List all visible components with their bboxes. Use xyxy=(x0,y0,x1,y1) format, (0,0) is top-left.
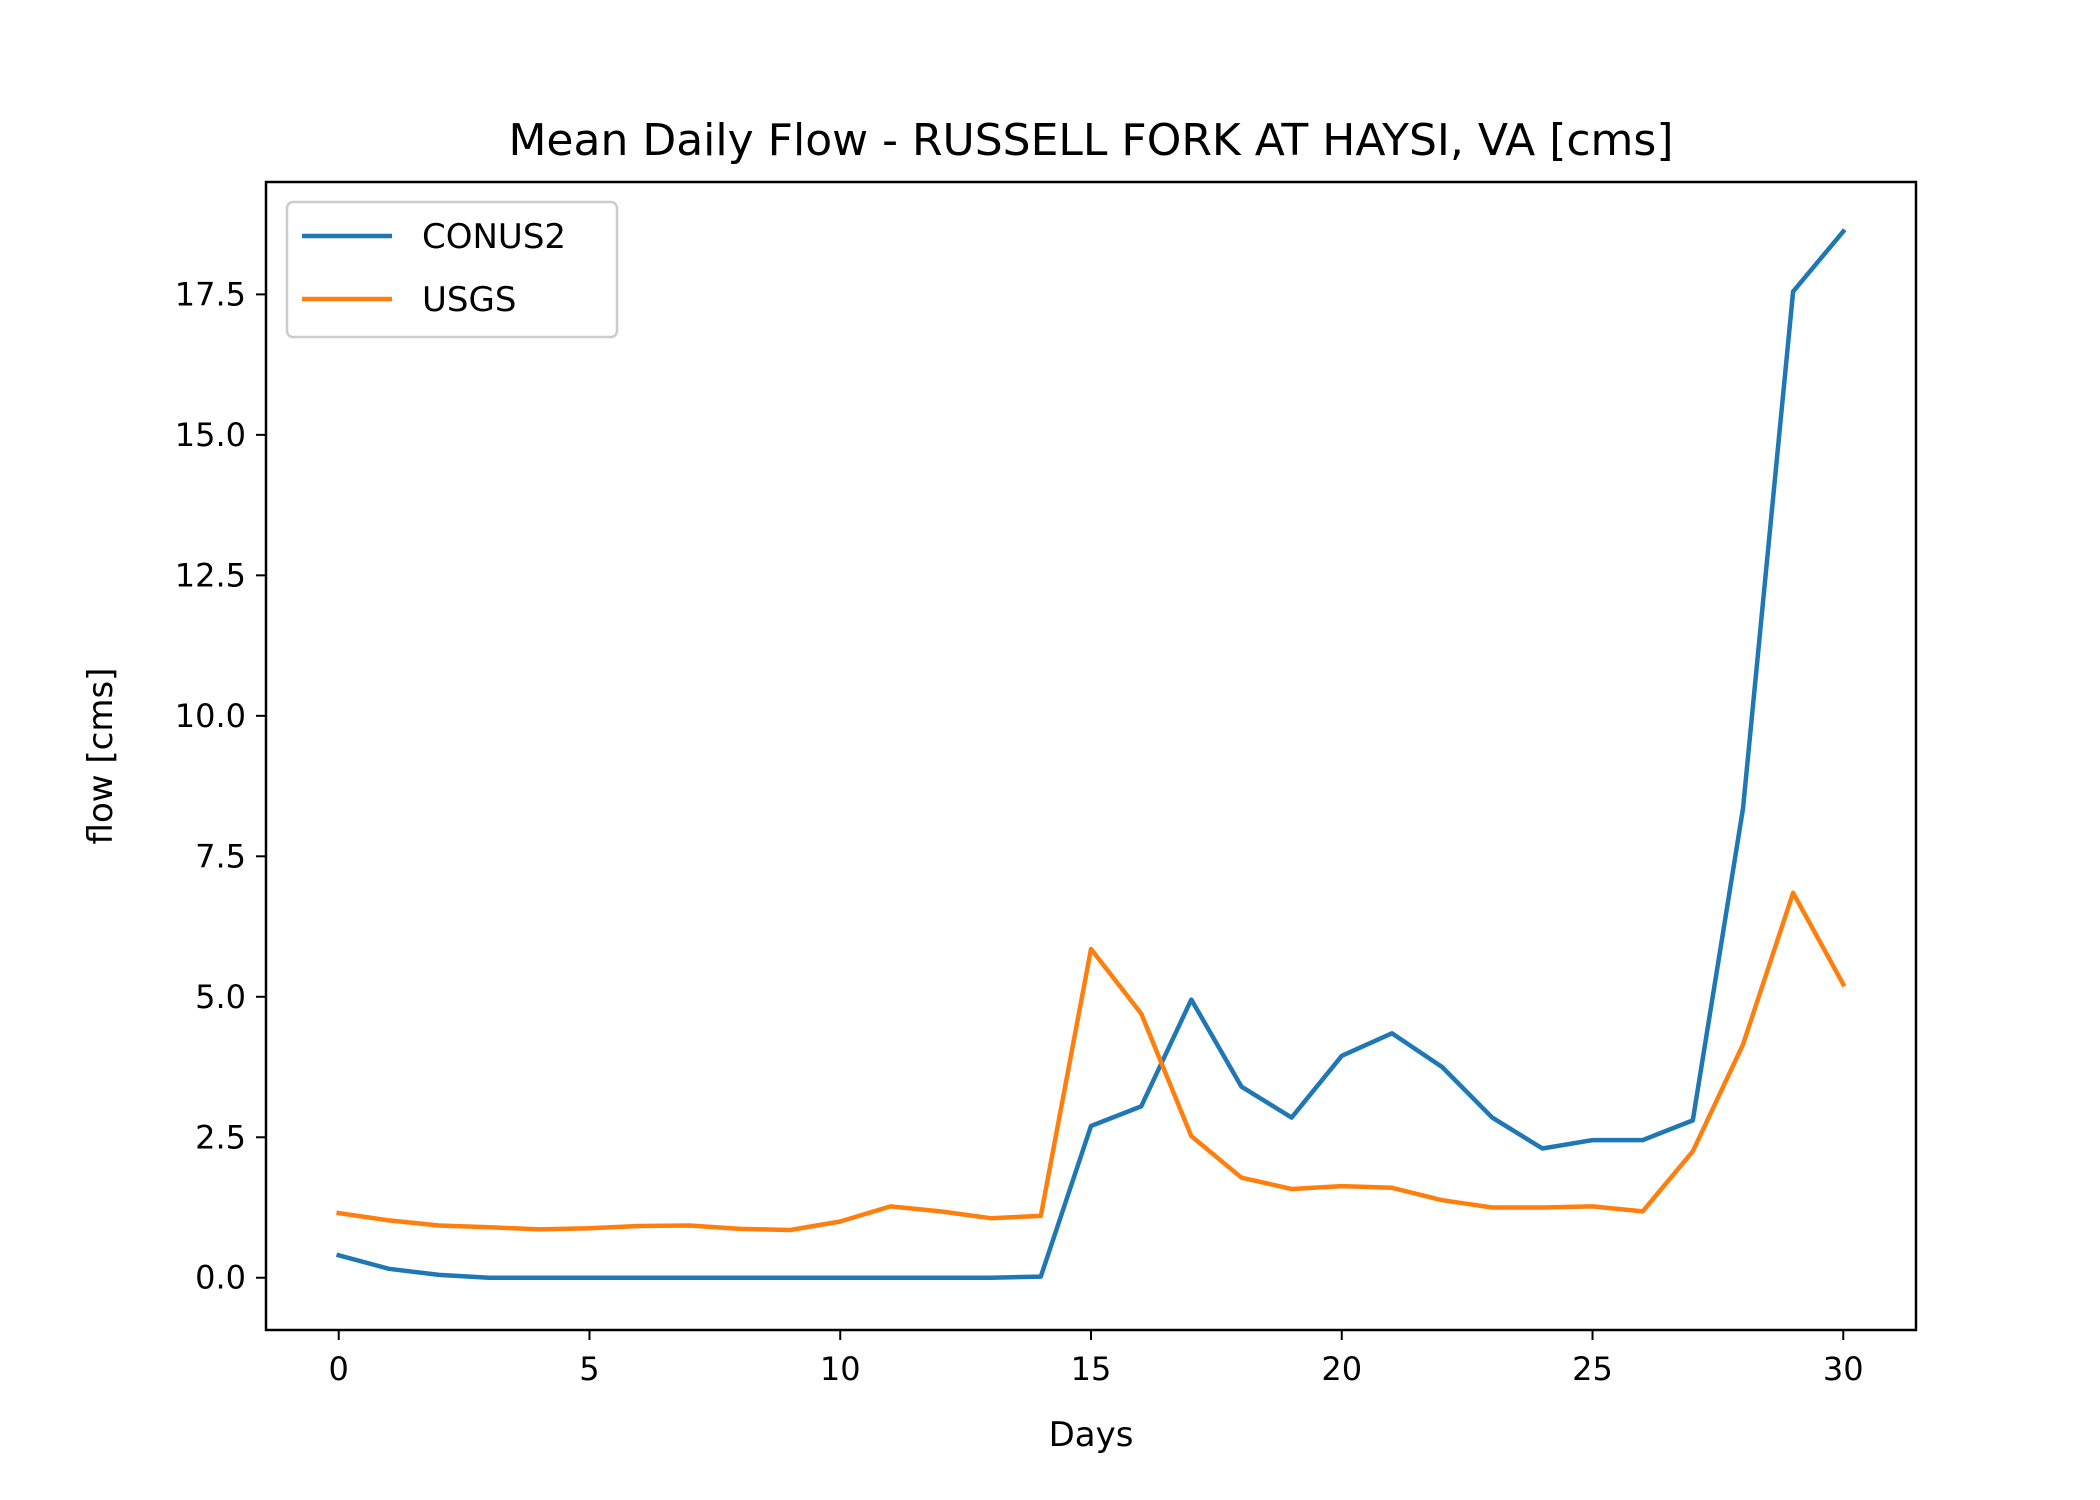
y-tick-label: 15.0 xyxy=(175,416,246,454)
y-axis: 0.0 2.5 5.0 7.5 10.0 12.5 15.0 17.5 xyxy=(175,275,266,1297)
y-axis-label: flow [cms] xyxy=(81,668,121,845)
x-tick-label: 20 xyxy=(1321,1350,1362,1388)
chart-title: Mean Daily Flow - RUSSELL FORK AT HAYSI,… xyxy=(508,115,1673,166)
x-tick-label: 30 xyxy=(1823,1350,1864,1388)
series-line-conus2 xyxy=(335,228,1847,1280)
x-tick-label: 15 xyxy=(1071,1350,1112,1388)
y-tick-label: 7.5 xyxy=(195,837,246,875)
x-tick-label: 0 xyxy=(329,1350,349,1388)
x-axis: 0 5 10 15 20 25 30 xyxy=(329,1330,1864,1388)
legend-label-usgs: USGS xyxy=(422,280,516,320)
legend-label-conus2: CONUS2 xyxy=(422,217,566,257)
y-tick-label: 2.5 xyxy=(195,1118,246,1156)
y-tick-label: 17.5 xyxy=(175,275,246,313)
y-tick-label: 5.0 xyxy=(195,978,246,1016)
y-tick-label: 0.0 xyxy=(195,1259,246,1297)
x-tick-label: 5 xyxy=(579,1350,599,1388)
y-tick-label: 10.0 xyxy=(175,697,246,735)
x-tick-label: 25 xyxy=(1572,1350,1613,1388)
x-axis-label: Days xyxy=(1049,1415,1134,1455)
series-layer xyxy=(335,228,1847,1280)
series-line-usgs xyxy=(336,890,1847,1233)
x-tick-label: 10 xyxy=(820,1350,861,1388)
legend: CONUS2 USGS xyxy=(285,200,619,339)
y-tick-label: 12.5 xyxy=(175,556,246,594)
